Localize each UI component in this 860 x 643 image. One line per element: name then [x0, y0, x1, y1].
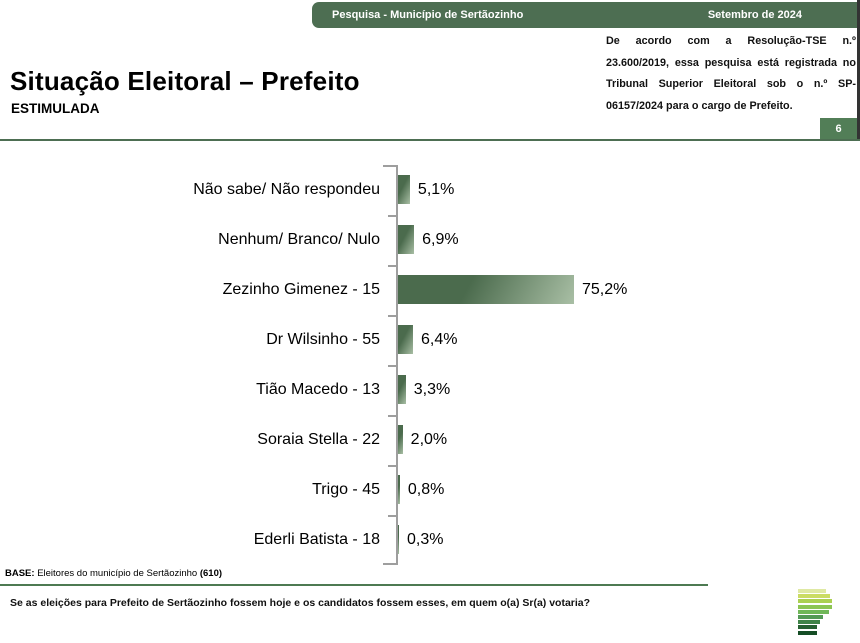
header-bar: Pesquisa - Município de Sertãozinho Sete…	[312, 2, 860, 28]
base-note: BASE: Eleitores do município de Sertãozi…	[5, 568, 222, 579]
axis-tick	[388, 415, 396, 417]
bar	[398, 375, 406, 404]
axis-tick	[383, 165, 396, 167]
value-label: 3,3%	[413, 381, 451, 398]
logo-bar	[798, 620, 820, 625]
bar	[398, 475, 400, 504]
category-label: Trigo - 45	[312, 481, 380, 498]
page-right-edge-line	[857, 0, 860, 140]
category-label: Ederli Batista - 18	[253, 531, 380, 548]
axis-tick	[388, 365, 396, 367]
category-label: Dr Wilsinho - 55	[266, 331, 380, 348]
value-label: 6,9%	[422, 231, 459, 248]
category-label: Nenhum/ Branco/ Nulo	[218, 231, 380, 248]
bar-row: Soraia Stella - 22 2,0%	[0, 415, 860, 465]
page-title: Situação Eleitoral – Prefeito	[10, 66, 360, 96]
axis-tick	[388, 215, 396, 217]
logo-bar	[798, 594, 830, 599]
axis-tick	[388, 515, 396, 517]
page-number-badge: 6	[820, 118, 857, 139]
tse-registration-text: De acordo com a Resolução-TSE n.º 23.600…	[606, 35, 856, 112]
category-label: Tião Macedo - 13	[256, 381, 380, 398]
logo-bar	[798, 609, 829, 614]
bar-row: Trigo - 45 0,8%	[0, 465, 860, 515]
bar-row: Tião Macedo - 13 3,3%	[0, 365, 860, 415]
bar-row: Não sabe/ Não respondeu 5,1%	[0, 165, 860, 215]
value-label: 2,0%	[410, 431, 448, 448]
bar-chart: Não sabe/ Não respondeu 5,1% Nenhum/ Branc…	[0, 165, 860, 565]
survey-question: Se as eleições para Prefeito de Sertãozi…	[10, 597, 591, 609]
bar	[398, 225, 415, 254]
bar	[398, 425, 403, 454]
header-date: Setembro de 2024	[707, 9, 802, 21]
axis-tick	[388, 465, 396, 467]
logo-bar	[798, 604, 832, 609]
axis-tick	[383, 563, 396, 565]
category-label: Não sabe/ Não respondeu	[193, 181, 380, 198]
header-divider-line	[0, 139, 860, 141]
logo-bar	[798, 599, 832, 604]
logo-bar	[798, 614, 823, 619]
value-label: 0,3%	[407, 531, 444, 548]
value-label: 75,2%	[581, 281, 628, 298]
base-label: BASE:	[5, 568, 35, 579]
bar	[398, 325, 413, 354]
bar-row: Dr Wilsinho - 55 6,4%	[0, 315, 860, 365]
page-subtitle: ESTIMULADA	[11, 101, 100, 116]
category-label: Soraia Stella - 22	[257, 431, 380, 448]
value-label: 6,4%	[420, 331, 458, 348]
footer-divider-line	[0, 584, 708, 586]
header-survey-title: Pesquisa - Município de Sertãozinho	[332, 9, 524, 21]
category-label: Zezinho Gimenez - 15	[222, 281, 380, 298]
bar	[398, 175, 410, 204]
axis-tick	[388, 315, 396, 317]
chart-axis-line	[396, 165, 398, 565]
axis-tick	[388, 265, 396, 267]
logo-bar	[798, 630, 817, 635]
bar	[398, 525, 399, 554]
bar-row: Zezinho Gimenez - 15 75,2%	[0, 265, 860, 315]
stacked-bars-logo	[798, 589, 832, 636]
bar-row: Ederli Batista - 18 0,3%	[0, 515, 860, 565]
bar-row: Nenhum/ Branco/ Nulo 6,9%	[0, 215, 860, 265]
logo-bar	[798, 625, 817, 630]
base-text: Eleitores do município de Sertãozinho	[34, 568, 200, 579]
value-label: 5,1%	[417, 181, 455, 198]
logo-bar	[798, 589, 826, 593]
value-label: 0,8%	[407, 481, 445, 498]
bar	[398, 275, 574, 304]
base-count: (610)	[199, 568, 223, 579]
